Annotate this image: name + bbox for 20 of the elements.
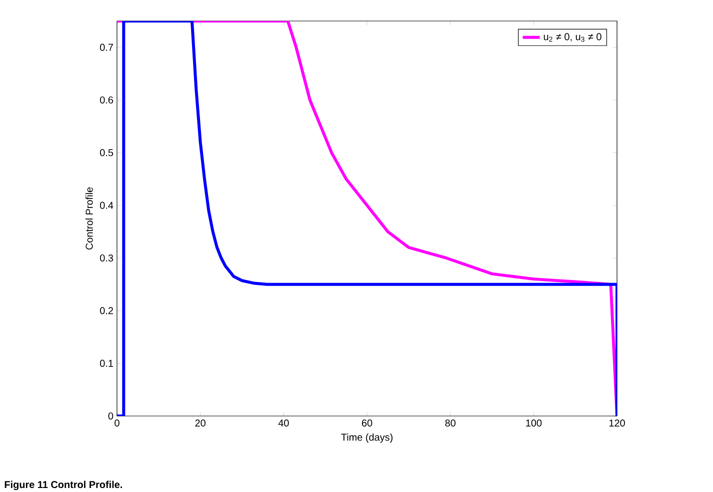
y-tick-label: 0.7 xyxy=(100,44,113,51)
x-tick-label: 120 xyxy=(609,420,625,427)
x-tick-label: 0 xyxy=(114,420,120,427)
x-tick-label: 80 xyxy=(445,420,456,427)
y-axis-title: Control Profile xyxy=(85,187,93,250)
x-tick-label: 100 xyxy=(526,420,542,427)
legend-label: u$_{2}$ ≠ 0, u$_{3}$ ≠ 0 xyxy=(544,33,602,42)
x-tick-label: 60 xyxy=(362,420,372,427)
y-tick-label: 0.3 xyxy=(100,254,114,262)
y-tick-label: 0.4 xyxy=(100,202,114,209)
y-tick-label: 0.5 xyxy=(100,149,114,156)
y-tick-label: 0.2 xyxy=(100,307,113,314)
x-tick-label: 40 xyxy=(278,420,289,427)
y-tick-label: 0 xyxy=(108,412,114,420)
y-tick-label: 0.1 xyxy=(100,360,114,367)
line-series xyxy=(117,20,618,416)
y-tick-label: 0.6 xyxy=(100,96,114,104)
caption: Figure 11 Control Profile. xyxy=(4,480,122,490)
x-axis-title: Time (days) xyxy=(341,433,392,443)
x-tick-label: 20 xyxy=(195,420,206,427)
